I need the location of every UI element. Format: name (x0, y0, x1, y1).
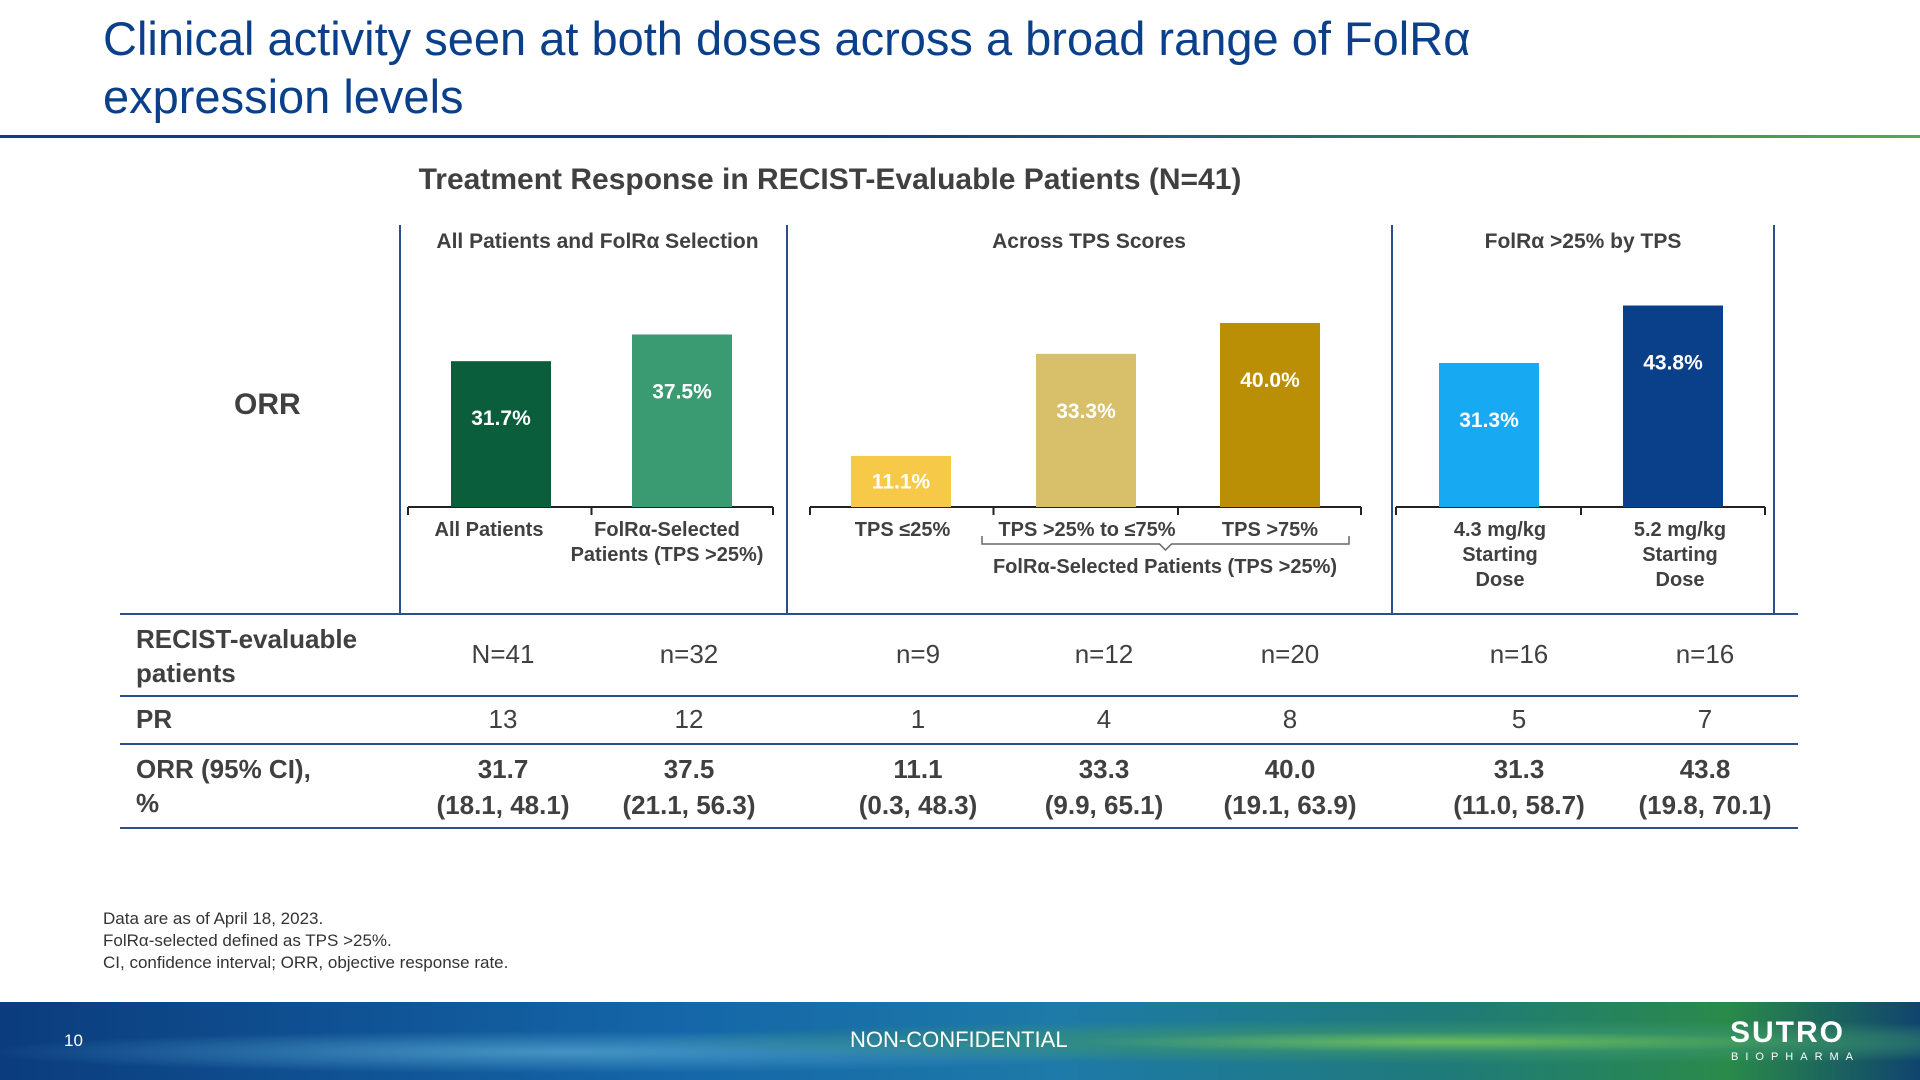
cell-orr-value: 43.8 (1679, 754, 1731, 784)
bar-3-2 (1623, 305, 1723, 507)
row-label-pr: PR (136, 704, 173, 734)
category-label-tps-25-75: TPS >25% to ≤75% (998, 519, 1176, 541)
bar-2-2 (1036, 353, 1136, 507)
cell-orr-ci: (0.3, 48.3) (858, 790, 978, 820)
footnote-abbreviations: CI, confidence interval; ORR, objective … (103, 953, 509, 972)
panel-title-tps-scores: Across TPS Scores (992, 230, 1186, 253)
cell-orr-value: 11.1 (893, 754, 943, 784)
cell-orr-value: 40.0 (1264, 754, 1316, 784)
panel-divider-3 (1391, 225, 1393, 614)
table-rule-top (120, 613, 1798, 615)
group-bracket (981, 536, 1350, 552)
category-label-4-3-dose: 4.3 mg/kg Starting Dose (1453, 519, 1547, 591)
cell-orr-value: 37.5 (663, 754, 715, 784)
bar-value-label-2-1: 11.1% (872, 470, 931, 493)
cell-pr: 4 (1096, 704, 1112, 734)
cell-orr-ci: (21.1, 56.3) (622, 790, 756, 820)
cell-recist-n: n=9 (895, 639, 941, 669)
cell-pr: 8 (1282, 704, 1298, 734)
bar-value-label-3-2: 43.8% (1643, 352, 1703, 375)
panel-divider-1 (399, 225, 401, 614)
cell-orr-value: 31.3 (1493, 754, 1545, 784)
bar-value-label-2-3: 40.0% (1240, 369, 1300, 392)
row-label-orr: ORR (95% CI), % (136, 754, 311, 818)
cell-pr: 12 (674, 704, 704, 734)
cell-orr-ci: (18.1, 48.1) (436, 790, 570, 820)
cell-pr: 5 (1511, 704, 1527, 734)
panel-title-by-dose: FolRα >25% by TPS (1484, 230, 1682, 253)
cell-recist-n: n=16 (1675, 639, 1735, 669)
category-label-tps-le25: TPS ≤25% (854, 519, 951, 541)
row-label-recist: RECIST-evaluable patients (136, 624, 358, 688)
bar-2-3 (1220, 323, 1320, 507)
cell-recist-n: n=16 (1489, 639, 1549, 669)
cell-orr-value: 33.3 (1078, 754, 1130, 784)
sutro-logo: SUTRO (1730, 1016, 1845, 1049)
cell-recist-n: n=32 (659, 639, 719, 669)
cell-recist-n: n=20 (1260, 639, 1320, 669)
table-rule-1 (120, 695, 1798, 697)
table-rule-2 (120, 743, 1798, 745)
sutro-logo-subtitle: BIOPHARMA (1731, 1051, 1861, 1063)
cell-orr-ci: (11.0, 58.7) (1453, 790, 1585, 820)
slide-title: Clinical activity seen at both doses acr… (103, 12, 1471, 123)
orr-bar-chart: 31.7% 37.5% 11.1% 33.3% 40.0% 31.3% 43.8% (407, 305, 1766, 552)
bar-value-label-3-1: 31.3% (1459, 409, 1519, 432)
cell-recist-n: N=41 (471, 639, 535, 669)
cell-orr-ci: (19.1, 63.9) (1223, 790, 1357, 820)
category-label-5-2-dose: 5.2 mg/kg Starting Dose (1633, 519, 1727, 591)
cell-pr: 1 (910, 704, 926, 734)
panel-divider-4 (1773, 225, 1775, 614)
title-divider (0, 135, 1920, 138)
category-label-all-patients: All Patients (434, 519, 544, 541)
cell-recist-n: n=12 (1074, 639, 1134, 669)
table-rule-bottom (120, 827, 1798, 829)
confidentiality-label: NON-CONFIDENTIAL (850, 1027, 1068, 1052)
chart-title: Treatment Response in RECIST-Evaluable P… (418, 163, 1242, 196)
cell-orr-value: 31.7 (477, 754, 529, 784)
footnote-folra-definition: FolRα-selected defined as TPS >25%. (103, 931, 392, 950)
bar-1-2 (632, 334, 732, 507)
footnotes: Data are as of April 18, 2023. FolRα-sel… (103, 908, 508, 974)
page-number: 10 (64, 1031, 83, 1050)
footer-band: 10 NON-CONFIDENTIAL SUTRO BIOPHARMA (0, 1002, 1920, 1080)
panel-divider-2 (786, 225, 788, 614)
bar-value-label-1-1: 31.7% (471, 407, 531, 430)
orr-axis-label: ORR (234, 388, 301, 421)
cell-pr: 7 (1697, 704, 1713, 734)
bar-value-label-1-2: 37.5% (652, 381, 712, 404)
footnote-data-date: Data are as of April 18, 2023. (103, 909, 324, 928)
bar-3-1 (1439, 363, 1539, 507)
cell-orr-ci: (9.9, 65.1) (1044, 790, 1164, 820)
panel-title-all-patients: All Patients and FolRα Selection (436, 230, 759, 253)
cell-pr: 13 (488, 704, 518, 734)
cell-orr-ci: (19.8, 70.1) (1638, 790, 1772, 820)
category-label-tps-gt75: TPS >75% (1221, 519, 1319, 541)
group-label-folra-selected: FolRα-Selected Patients (TPS >25%) (992, 556, 1338, 578)
bar-value-label-2-2: 33.3% (1056, 400, 1116, 423)
bar-2-1 (851, 455, 951, 507)
category-label-folra-selected: FolRα-Selected Patients (TPS >25%) (570, 519, 764, 566)
bar-1-1 (451, 361, 551, 507)
